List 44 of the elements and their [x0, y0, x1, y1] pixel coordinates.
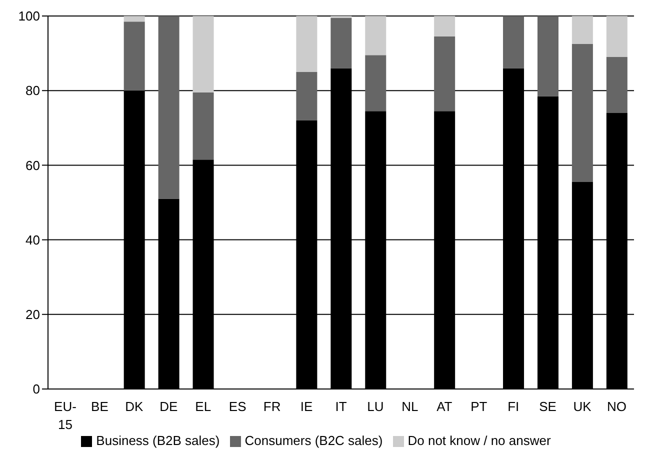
x-tick-label: EU-15: [54, 399, 76, 432]
legend-label: Consumers (B2C sales): [244, 433, 383, 448]
bar: [192, 16, 214, 92]
y-tick-label: 100: [18, 8, 40, 24]
x-tick-label: FI: [508, 399, 520, 414]
x-tick-label: EL: [195, 399, 212, 414]
x-tick-label: IT: [335, 399, 347, 414]
bar: [330, 18, 352, 68]
bar: [434, 16, 456, 37]
y-tick-label: 80: [26, 83, 40, 98]
x-tick-label: DE: [160, 399, 178, 414]
y-tick-label: 20: [26, 307, 40, 322]
bar: [537, 16, 558, 96]
x-tick-label: SE: [539, 399, 557, 414]
bar: [296, 16, 318, 72]
x-tick-label: PT: [470, 399, 488, 414]
legend-label: Business (B2B sales): [96, 433, 220, 448]
x-tick-label: BE: [91, 399, 109, 414]
x-tick-label: UK: [573, 399, 592, 414]
x-tick-label: LU: [367, 399, 384, 414]
bar: [158, 16, 180, 199]
x-tick-label: DK: [125, 399, 144, 414]
bar: [572, 16, 593, 44]
x-tick-label: AT: [436, 399, 452, 414]
x-tick-label: NO: [607, 399, 627, 414]
bar: [572, 44, 593, 182]
y-tick-label: 0: [32, 382, 40, 397]
y-tick-label: 60: [26, 158, 40, 173]
bar: [365, 55, 386, 112]
bar: [192, 92, 214, 160]
bar: [606, 57, 628, 113]
x-tick-label: FR: [263, 399, 281, 414]
legend-label: Do not know / no answer: [408, 433, 551, 448]
bar: [365, 16, 386, 56]
y-tick-label: 40: [26, 232, 40, 248]
x-tick-label: NL: [402, 399, 418, 414]
bar: [434, 36, 456, 112]
bar: [503, 16, 524, 68]
x-tick-label: ES: [228, 399, 247, 414]
bar: [124, 16, 145, 22]
bar: [606, 16, 628, 58]
x-tick-label: IE: [300, 399, 313, 414]
bar: [296, 72, 318, 120]
bar: [124, 22, 145, 91]
